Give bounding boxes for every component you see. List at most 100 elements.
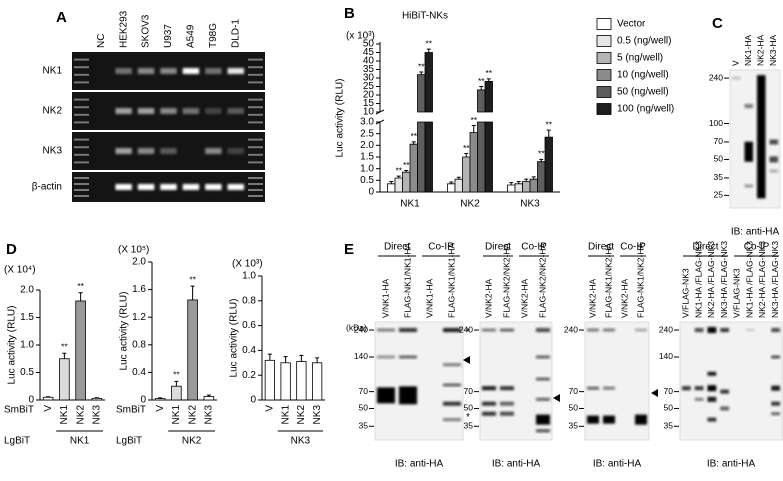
- legend-swatch: [596, 52, 612, 64]
- error-bar: [78, 292, 83, 301]
- gel-band: [205, 184, 222, 190]
- lane-label: FLAG-NK1/NK1-HA: [446, 243, 456, 318]
- legend-label: 50 (ng/well): [617, 87, 669, 98]
- error-bar: [190, 285, 195, 300]
- y-tick-label: 0.6: [242, 320, 256, 331]
- x-tick-label: NK2: [75, 405, 86, 425]
- y-axis-label: Luc activity (RLU): [7, 306, 18, 385]
- blot-caption: IB: anti-HA: [492, 459, 541, 470]
- x-tick-label: NK2: [187, 405, 198, 425]
- blot-header: Co-IP: [620, 242, 646, 253]
- error-bar: [419, 71, 424, 75]
- gel-band: [137, 108, 155, 114]
- y-tick-label: 1.5: [360, 152, 374, 163]
- lane-label: V/FLAG-NK3: [732, 268, 742, 318]
- bar: [424, 52, 433, 193]
- y-tick-label: 15: [363, 98, 375, 109]
- blot-band: [443, 328, 461, 333]
- blot-band: [707, 396, 717, 402]
- blot-band: [377, 387, 395, 404]
- x-tick-label: NK1: [400, 199, 420, 210]
- significance: **: [470, 115, 477, 125]
- ladder-band: [74, 113, 89, 116]
- ladder-band: [248, 98, 263, 101]
- blot-band: [771, 412, 780, 416]
- blot-band: [771, 401, 780, 406]
- bar: [484, 81, 493, 193]
- lane-label: V/NK1-HA: [380, 278, 390, 318]
- legend-label: 0.5 (ng/well): [617, 36, 671, 47]
- significance: **: [478, 76, 485, 86]
- marker-label: 50: [569, 403, 579, 413]
- ladder-band: [74, 161, 89, 164]
- y-tick-label: 0.5: [360, 175, 374, 186]
- row-label: NK1: [43, 66, 63, 77]
- group-label: NK3: [291, 436, 311, 447]
- blot-band: [732, 76, 741, 80]
- marker-label: 70: [464, 386, 474, 396]
- blot-band: [603, 328, 615, 332]
- scale-label: (X 10⁴): [4, 265, 36, 276]
- blot-band: [443, 383, 461, 387]
- ladder-band: [248, 81, 263, 84]
- blot-band: [377, 355, 395, 359]
- gel-band: [227, 148, 244, 154]
- y-tick-label: 0.8: [132, 339, 146, 350]
- legend-label: 5 (ng/well): [617, 53, 663, 64]
- lane-label: V/NK2-HA: [483, 278, 493, 318]
- error-bar: [206, 394, 211, 397]
- bar: [529, 178, 538, 193]
- legend-label: 100 (ng/well): [617, 104, 674, 115]
- blot-band: [482, 411, 496, 416]
- panel-letter: E: [344, 241, 354, 258]
- y-tick-label: 1.2: [132, 312, 146, 323]
- blot-band: [720, 389, 729, 394]
- x-tick-label: V: [43, 405, 54, 412]
- bar: [75, 300, 86, 401]
- bar: [203, 396, 215, 401]
- bar: [187, 299, 198, 401]
- gel-band: [205, 148, 222, 154]
- error-bar: [389, 181, 394, 184]
- marker-label: 240: [659, 324, 673, 334]
- bar: [454, 178, 463, 193]
- y-tick-label: 0: [28, 395, 34, 406]
- marker-label: 140: [354, 351, 368, 361]
- error-bar: [524, 178, 529, 182]
- row-label: NK2: [43, 106, 63, 117]
- error-bar: [299, 354, 304, 362]
- gel-band: [227, 184, 244, 190]
- lane-label: FLAG-NK2/NK2-HA: [537, 243, 547, 318]
- error-bar: [464, 153, 469, 157]
- error-bar: [174, 380, 179, 387]
- arrowhead: [463, 356, 470, 364]
- lane-label: DLD-1: [230, 19, 241, 48]
- blot-band: [603, 386, 615, 390]
- gel-band: [182, 68, 200, 74]
- lane-label: FLAG-NK1/NK2-HA: [635, 243, 645, 318]
- blot: [679, 321, 783, 441]
- panel-letter: D: [6, 241, 17, 258]
- bar: [537, 161, 546, 193]
- blot-band: [482, 386, 496, 391]
- y-tick-label: 0.4: [242, 345, 256, 356]
- blot-header: Co-IP: [521, 242, 547, 253]
- y-tick-label: 0.5: [20, 367, 34, 378]
- blot-band: [536, 377, 550, 381]
- lane-label: FLAG-NK2/NK2-HA: [501, 243, 511, 318]
- y-axis-label: Luc activity (RLU): [229, 299, 240, 378]
- blot-band: [482, 328, 496, 332]
- ladder-band: [248, 153, 263, 156]
- scale-label: (X 10⁵): [118, 245, 149, 256]
- lane-label: V/NK2-HA: [619, 278, 629, 318]
- bar: [477, 89, 486, 193]
- ladder-band: [248, 146, 263, 149]
- blot-band: [500, 386, 514, 391]
- ladder-band: [248, 177, 263, 179]
- ladder-band: [74, 189, 89, 191]
- bar: [469, 132, 478, 193]
- y-tick-label: 0.2: [242, 370, 256, 381]
- blot-header: Direct: [384, 242, 410, 253]
- blot-band: [745, 329, 755, 332]
- arrowhead: [553, 394, 560, 402]
